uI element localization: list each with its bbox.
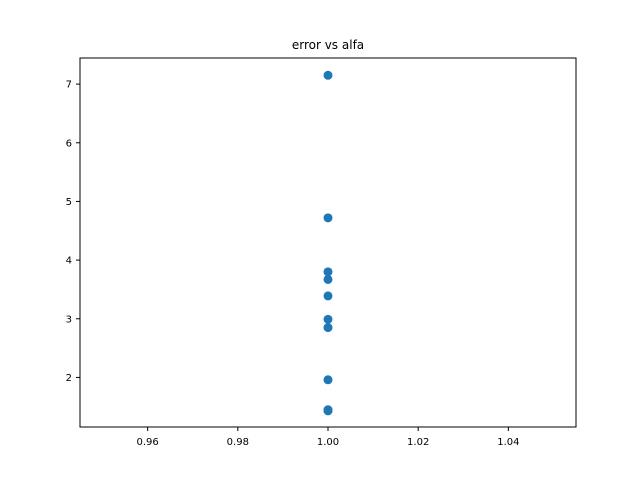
y-tick-label: 2	[66, 373, 72, 384]
data-point	[323, 70, 333, 80]
data-point	[323, 291, 333, 301]
data-point	[323, 274, 333, 284]
x-tick-label: 1.00	[317, 437, 339, 448]
x-tick-label: 1.04	[497, 437, 519, 448]
y-tick-label: 7	[66, 80, 72, 91]
x-tick-label: 1.02	[407, 437, 429, 448]
x-tick-label: 0.96	[137, 437, 159, 448]
data-point	[323, 267, 333, 277]
data-point	[323, 314, 333, 324]
plot-frame	[79, 57, 577, 428]
x-axis: 0.96 0.98 1.00 1.02 1.04	[137, 427, 519, 448]
data-points	[323, 70, 333, 416]
data-point	[323, 323, 333, 333]
data-point	[323, 406, 333, 416]
y-tick-label: 3	[66, 314, 72, 325]
chart-title: error vs alfa	[292, 38, 364, 52]
x-tick-label: 0.98	[227, 437, 249, 448]
y-axis: 2 3 4 5 6 7	[66, 80, 80, 384]
y-tick-label: 5	[66, 197, 72, 208]
data-point	[323, 213, 333, 223]
y-tick-label: 4	[66, 256, 72, 267]
y-tick-label: 6	[66, 138, 72, 149]
data-point	[323, 375, 333, 385]
